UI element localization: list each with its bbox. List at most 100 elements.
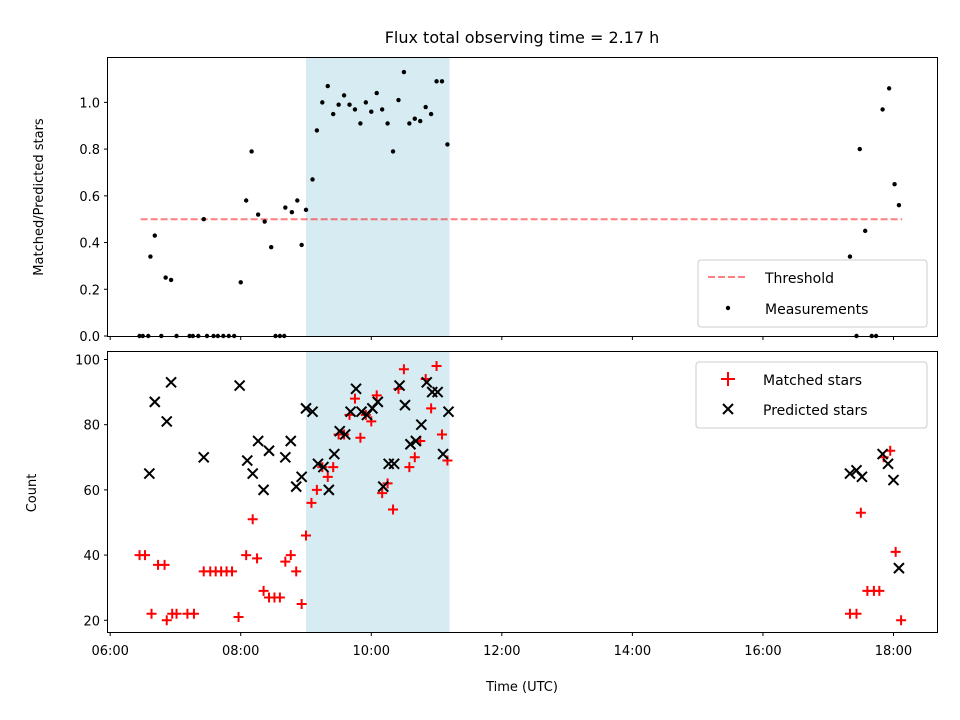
predicted-point bbox=[372, 396, 384, 408]
measurement-point bbox=[434, 79, 439, 84]
matched-point bbox=[241, 550, 252, 561]
measurement-point bbox=[857, 146, 862, 152]
ratio-highlight-band bbox=[306, 58, 450, 336]
x-tick-label: 12:00 bbox=[483, 644, 520, 659]
x-tick-label: 16:00 bbox=[744, 644, 781, 659]
matched-point bbox=[896, 615, 907, 626]
measurement-point bbox=[439, 79, 445, 84]
matched-point bbox=[328, 462, 339, 473]
matched-point bbox=[247, 514, 258, 525]
predicted-point bbox=[279, 451, 292, 463]
predicted-point bbox=[198, 451, 210, 463]
measurement-point bbox=[163, 275, 168, 280]
predicted-point bbox=[165, 376, 177, 389]
predicted-point bbox=[328, 448, 340, 460]
measurement-point bbox=[880, 107, 885, 112]
measurement-point bbox=[401, 69, 407, 75]
measurement-point bbox=[412, 116, 417, 121]
measurement-point bbox=[363, 100, 369, 105]
predicted-point bbox=[893, 562, 905, 574]
matched-point bbox=[851, 608, 862, 619]
measurement-point bbox=[385, 121, 390, 126]
ratio-panel: Matched/Predicted stars 0.0 0.2 0.4 0.6 0.8 1… bbox=[32, 57, 938, 345]
measurement-point bbox=[374, 90, 379, 96]
measurement-point bbox=[255, 212, 261, 217]
predicted-point bbox=[431, 386, 444, 398]
predicted-point bbox=[143, 467, 156, 480]
measurement-point bbox=[886, 86, 892, 91]
measurement-point bbox=[243, 198, 249, 203]
matched-point bbox=[258, 585, 269, 596]
legend-measurements-label: Measurements bbox=[765, 302, 868, 318]
matched-point bbox=[355, 432, 366, 443]
measurement-point bbox=[352, 107, 358, 112]
predicted-point bbox=[421, 376, 433, 389]
legend-matched-label: Matched stars bbox=[763, 373, 862, 389]
matched-point bbox=[426, 403, 437, 414]
matched-point bbox=[404, 462, 415, 473]
predicted-point bbox=[306, 405, 319, 418]
measurement-point bbox=[249, 149, 254, 154]
measurement-point bbox=[445, 142, 450, 147]
ratio-ticks: 0.0 0.2 0.4 0.6 0.8 1.0 bbox=[79, 96, 894, 345]
predicted-point bbox=[161, 415, 173, 428]
matched-point bbox=[301, 530, 312, 541]
measurement-point bbox=[369, 109, 374, 114]
predicted-point bbox=[344, 405, 357, 418]
predicted-point bbox=[388, 458, 400, 470]
predicted-point bbox=[350, 383, 362, 395]
measurement-point bbox=[331, 111, 336, 117]
matched-point bbox=[322, 471, 333, 482]
ratio-plot-area bbox=[137, 58, 903, 339]
matched-point bbox=[436, 429, 447, 440]
predicted-point bbox=[876, 448, 889, 460]
ratio-legend-box bbox=[697, 259, 928, 328]
x-tick-label: 06:00 bbox=[91, 644, 128, 659]
count-y-tick-label: 40 bbox=[83, 549, 100, 564]
measurement-point bbox=[325, 83, 330, 89]
measurement-point bbox=[358, 121, 363, 126]
legend-measurements-swatch bbox=[725, 305, 731, 311]
predicted-point bbox=[355, 405, 368, 418]
predicted-point bbox=[149, 396, 161, 408]
predicted-point bbox=[415, 418, 428, 431]
matched-point bbox=[146, 608, 157, 619]
measurement-point bbox=[407, 121, 412, 126]
matched-point bbox=[306, 497, 317, 508]
chart-title: Flux total observing time = 2.17 h bbox=[385, 28, 660, 47]
matched-point bbox=[233, 612, 244, 623]
measurement-point bbox=[201, 216, 206, 222]
matched-point bbox=[280, 556, 291, 567]
legend-matched-swatch bbox=[721, 372, 735, 386]
ratio-legend: Threshold Measurements bbox=[697, 259, 928, 328]
measurement-point bbox=[341, 93, 347, 98]
predicted-point bbox=[442, 405, 455, 418]
measurement-point bbox=[314, 128, 320, 133]
predicted-point bbox=[233, 379, 246, 392]
measurement-point bbox=[847, 254, 853, 259]
x-tick-label: 14:00 bbox=[614, 644, 651, 659]
predicted-point bbox=[393, 379, 406, 392]
predicted-point bbox=[399, 399, 411, 411]
measurement-point bbox=[396, 97, 401, 103]
measurement-point bbox=[283, 205, 288, 210]
measurement-point bbox=[418, 118, 423, 124]
matched-point bbox=[371, 390, 382, 401]
predicted-point bbox=[887, 474, 900, 486]
measurement-point bbox=[390, 149, 396, 154]
measurement-point bbox=[262, 219, 267, 224]
matched-point bbox=[159, 559, 170, 570]
matched-point bbox=[291, 566, 302, 577]
ratio-y-tick-label: 0.8 bbox=[79, 143, 100, 158]
predicted-point bbox=[339, 428, 351, 441]
predicted-point bbox=[285, 435, 297, 447]
measurement-point bbox=[347, 102, 352, 107]
measurement-point bbox=[310, 177, 315, 182]
matched-point bbox=[431, 361, 442, 372]
predicted-point bbox=[404, 438, 417, 450]
ratio-plot-frame bbox=[107, 57, 938, 337]
matched-point bbox=[188, 608, 199, 619]
count-y-axis-label: Count bbox=[25, 474, 40, 513]
matched-point bbox=[874, 585, 885, 596]
